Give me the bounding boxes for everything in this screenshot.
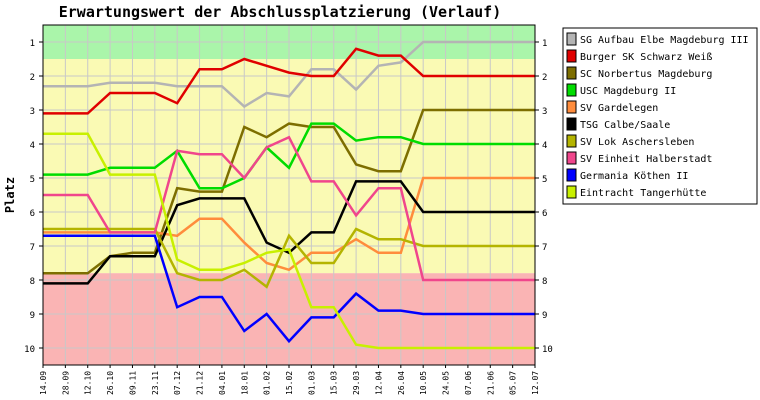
- series-line-1: [43, 40, 535, 109]
- legend-swatch: [566, 32, 577, 46]
- x-ticks: 14.09 28.09 12.10 26.10 09.11 23.11 07.12 21.12…: [39, 365, 540, 395]
- y-tick-label-left: 8: [30, 277, 35, 287]
- series-line-9: [43, 234, 535, 344]
- y-tick-label-left: 10: [24, 345, 35, 355]
- legend-label: Burger SK Schwarz Weiß: [580, 52, 712, 63]
- y-tick-label-right: 10: [542, 345, 553, 355]
- series-line-8: [43, 135, 535, 282]
- chart-title: Erwartungswert der Abschlussplatzierung …: [59, 3, 502, 21]
- x-tick-label: 26.04: [397, 371, 406, 395]
- y-tick-label-left: 4: [30, 141, 35, 151]
- series-line-2: [43, 47, 535, 115]
- x-tick-label: 14.09: [39, 371, 48, 395]
- x-tick-label: 29.03: [352, 371, 361, 395]
- legend-swatch: [566, 134, 577, 148]
- y-tick-label-right: 7: [542, 243, 547, 253]
- legend-label: SV Einheit Halberstadt: [580, 154, 712, 165]
- y-ticks-left: 1 2 3 4 5 6 7 8 9 10: [24, 39, 43, 355]
- series-line-4: [43, 122, 535, 190]
- legend-swatch: [566, 168, 577, 182]
- legend-label: SV Gardelegen: [580, 103, 658, 114]
- x-tick-label: 04.01: [218, 371, 227, 395]
- legend-label: SG Aufbau Elbe Magdeburg III: [580, 35, 749, 46]
- x-tick-label: 01.02: [263, 371, 272, 395]
- legend-label: SV Lok Aschersleben: [580, 137, 694, 148]
- legend: SG Aufbau Elbe Magdeburg III Burger SK Sc…: [562, 27, 758, 205]
- y-tick-label-right: 3: [542, 107, 547, 117]
- y-tick-label-left: 6: [30, 209, 35, 219]
- x-tick-label: 21.06: [486, 371, 495, 395]
- series-line-7: [43, 227, 535, 289]
- x-tick-label: 12.07: [531, 371, 540, 395]
- legend-swatch: [566, 100, 577, 114]
- legend-swatch: [566, 49, 577, 63]
- y-tick-label-right: 8: [542, 277, 547, 287]
- x-tick-label: 12.10: [84, 371, 93, 395]
- x-tick-label: 24.05: [442, 371, 451, 395]
- x-tick-label: 05.07: [509, 371, 518, 395]
- x-tick-label: 15.02: [285, 371, 294, 395]
- legend-label: USC Magdeburg II: [580, 86, 676, 97]
- y-tick-label-right: 1: [542, 39, 547, 49]
- y-tick-label-right: 2: [542, 73, 547, 83]
- y-tick-label-left: 5: [30, 175, 35, 185]
- x-tick-label: 07.12: [173, 371, 182, 395]
- x-tick-label: 15.03: [330, 371, 339, 395]
- y-tick-label-left: 2: [30, 73, 35, 83]
- y-tick-label-left: 9: [30, 311, 35, 321]
- y-tick-label-left: 7: [30, 243, 35, 253]
- legend-swatch: [566, 117, 577, 131]
- y-axis-label: Platz: [3, 177, 17, 213]
- x-tick-label: 21.12: [196, 371, 205, 395]
- legend-swatch: [566, 66, 577, 80]
- legend-box: [562, 27, 758, 205]
- legend-label: SC Norbertus Magdeburg: [580, 69, 712, 80]
- legend-swatch: [566, 185, 577, 199]
- series-line-10: [43, 132, 535, 350]
- legend-label: Eintracht Tangerhütte: [580, 188, 706, 199]
- x-tick-label: 28.09: [61, 371, 70, 395]
- x-tick-label: 09.11: [128, 371, 137, 395]
- x-tick-label: 01.03: [307, 371, 316, 395]
- x-tick-label: 10.05: [419, 371, 428, 395]
- x-tick-label: 23.11: [151, 371, 160, 395]
- legend-label: TSG Calbe/Saale: [580, 120, 670, 131]
- y-tick-label-right: 6: [542, 209, 547, 219]
- x-tick-label: 12.04: [374, 371, 383, 395]
- x-tick-label: 18.01: [240, 371, 249, 395]
- series-lines: [43, 40, 535, 350]
- x-tick-label: 26.10: [106, 371, 115, 395]
- y-tick-label-right: 5: [542, 175, 547, 185]
- x-tick-label: 07.06: [464, 371, 473, 395]
- legend-swatch: [566, 83, 577, 97]
- legend-swatch: [566, 151, 577, 165]
- series-line-3: [43, 108, 535, 275]
- y-tick-label-left: 3: [30, 107, 35, 117]
- y-tick-label-left: 1: [30, 39, 35, 49]
- legend-label: Germania Köthen II: [580, 171, 688, 182]
- y-tick-label-right: 9: [542, 311, 547, 321]
- y-ticks-right: 1 2 3 4 5 6 7 8 9 10: [535, 39, 553, 355]
- y-tick-label-right: 4: [542, 141, 547, 151]
